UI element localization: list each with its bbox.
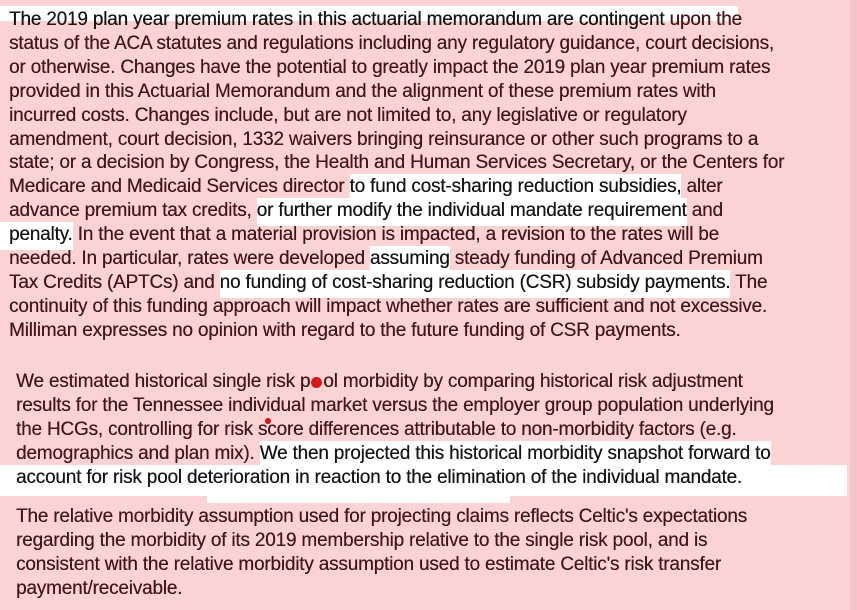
text-line: consistent with the relative morbidity a… xyxy=(16,553,747,577)
text-segment: The xyxy=(730,271,768,293)
text-segment: The relative morbidity assumption used f… xyxy=(16,506,747,527)
text-segment: Tax Credits (APTCs) and xyxy=(9,271,220,293)
text-line: penalty. In the event that a material pr… xyxy=(0,222,784,251)
text-line: or otherwise. Changes have the potential… xyxy=(9,56,784,80)
text-line: incurred costs. Changes include, but are… xyxy=(9,104,784,128)
highlighted-text: We then projected this historical morbid… xyxy=(259,440,771,469)
text-line: continuity of this funding approach will… xyxy=(9,295,784,319)
text-segment: status of the ACA statutes and regulatio… xyxy=(9,32,774,54)
highlight-block-tail xyxy=(207,495,510,503)
highlighted-text: or further modify the individual mandate… xyxy=(256,198,687,227)
text-segment: steady funding of Advanced Premium xyxy=(449,248,763,270)
text-segment: results for the Tennessee individual mar… xyxy=(16,394,774,416)
text-line: needed. In particular, rates were develo… xyxy=(9,246,784,275)
text-segment: and xyxy=(686,200,723,222)
highlighted-text: penalty. xyxy=(0,222,73,251)
red-dot-annotation xyxy=(311,377,323,388)
text-segment: needed. In particular, rates were develo… xyxy=(9,248,370,270)
text-segment: upon the xyxy=(664,9,743,30)
text-segment: or otherwise. Changes have the potential… xyxy=(9,56,771,78)
text-segment: consistent with the relative morbidity a… xyxy=(16,553,721,575)
text-segment: the HCGs, controlling for risk s xyxy=(16,418,268,440)
text-line: Milliman expresses no opinion with regar… xyxy=(9,319,784,343)
highlighted-text: assuming xyxy=(369,246,450,275)
red-dot-annotation-small xyxy=(265,417,272,424)
text-line: results for the Tennessee individual mar… xyxy=(16,394,774,418)
text-line: The relative morbidity assumption used f… xyxy=(16,505,747,529)
text-segment: incurred costs. Changes include, but are… xyxy=(9,104,687,126)
text-segment: continuity of this funding approach will… xyxy=(9,295,767,317)
text-segment: payment/receivable. xyxy=(16,577,183,599)
text-line: amendment, court decision, 1332 waivers … xyxy=(9,128,784,152)
paragraph-relative-morbidity: The relative morbidity assumption used f… xyxy=(16,505,747,601)
highlighted-text: no funding of cost-sharing reduction (CS… xyxy=(219,269,731,298)
annotated-letter: c xyxy=(265,417,277,440)
text-segment: demographics and plan mix). xyxy=(16,442,260,464)
highlight-band-top xyxy=(0,6,738,21)
text-segment: ore differences attributable to non-morb… xyxy=(276,418,737,440)
text-segment: In the event that a material provision i… xyxy=(72,224,720,246)
text-line: Tax Credits (APTCs) and no funding of co… xyxy=(9,269,784,298)
text-line: We estimated historical single risk p ol … xyxy=(16,370,774,394)
text-line: regarding the morbidity of its 2019 memb… xyxy=(16,529,747,553)
text-segment: advance premium tax credits, xyxy=(9,200,257,222)
text-line: account for risk pool deterioration in r… xyxy=(16,466,774,490)
highlighted-text: to fund cost-sharing reduction subsidies… xyxy=(349,174,682,203)
paragraph-morbidity-estimate: We estimated historical single risk p ol … xyxy=(16,370,774,490)
text-segment: ol morbidity by comparing historical ris… xyxy=(323,371,743,392)
text-segment: regarding the morbidity of its 2019 memb… xyxy=(16,529,708,551)
text-segment: account for risk pool deterioration in r… xyxy=(16,466,742,488)
text-segment: amendment, court decision, 1332 waivers … xyxy=(9,128,759,150)
text-line: payment/receivable. xyxy=(16,577,747,601)
text-line: the HCGs, controlling for risk sc ore dif… xyxy=(16,417,774,442)
text-segment: The 2019 plan year premium rates in this… xyxy=(9,9,665,30)
text-line: Medicare and Medicaid Services director … xyxy=(9,174,784,203)
paragraph-regulatory-contingency: The 2019 plan year premium rates in this… xyxy=(0,8,784,343)
highlight-block-bottom xyxy=(0,465,847,496)
text-line: demographics and plan mix). We then proj… xyxy=(16,440,774,469)
text-line: state; or a decision by Congress, the He… xyxy=(9,151,784,175)
text-segment: Milliman expresses no opinion with regar… xyxy=(9,319,681,341)
text-segment: Medicare and Medicaid Services director xyxy=(9,176,350,198)
text-line: provided in this Actuarial Memorandum an… xyxy=(9,80,784,104)
text-line: The 2019 plan year premium rates in this… xyxy=(9,8,784,32)
text-segment: state; or a decision by Congress, the He… xyxy=(9,152,785,174)
text-segment: provided in this Actuarial Memorandum an… xyxy=(9,80,716,102)
text-line: status of the ACA statutes and regulatio… xyxy=(9,32,784,56)
text-segment: We estimated historical single risk p xyxy=(16,371,311,392)
text-line: advance premium tax credits, or further … xyxy=(9,198,784,227)
page-edge-strip xyxy=(850,0,857,610)
text-segment: alter xyxy=(681,176,723,198)
